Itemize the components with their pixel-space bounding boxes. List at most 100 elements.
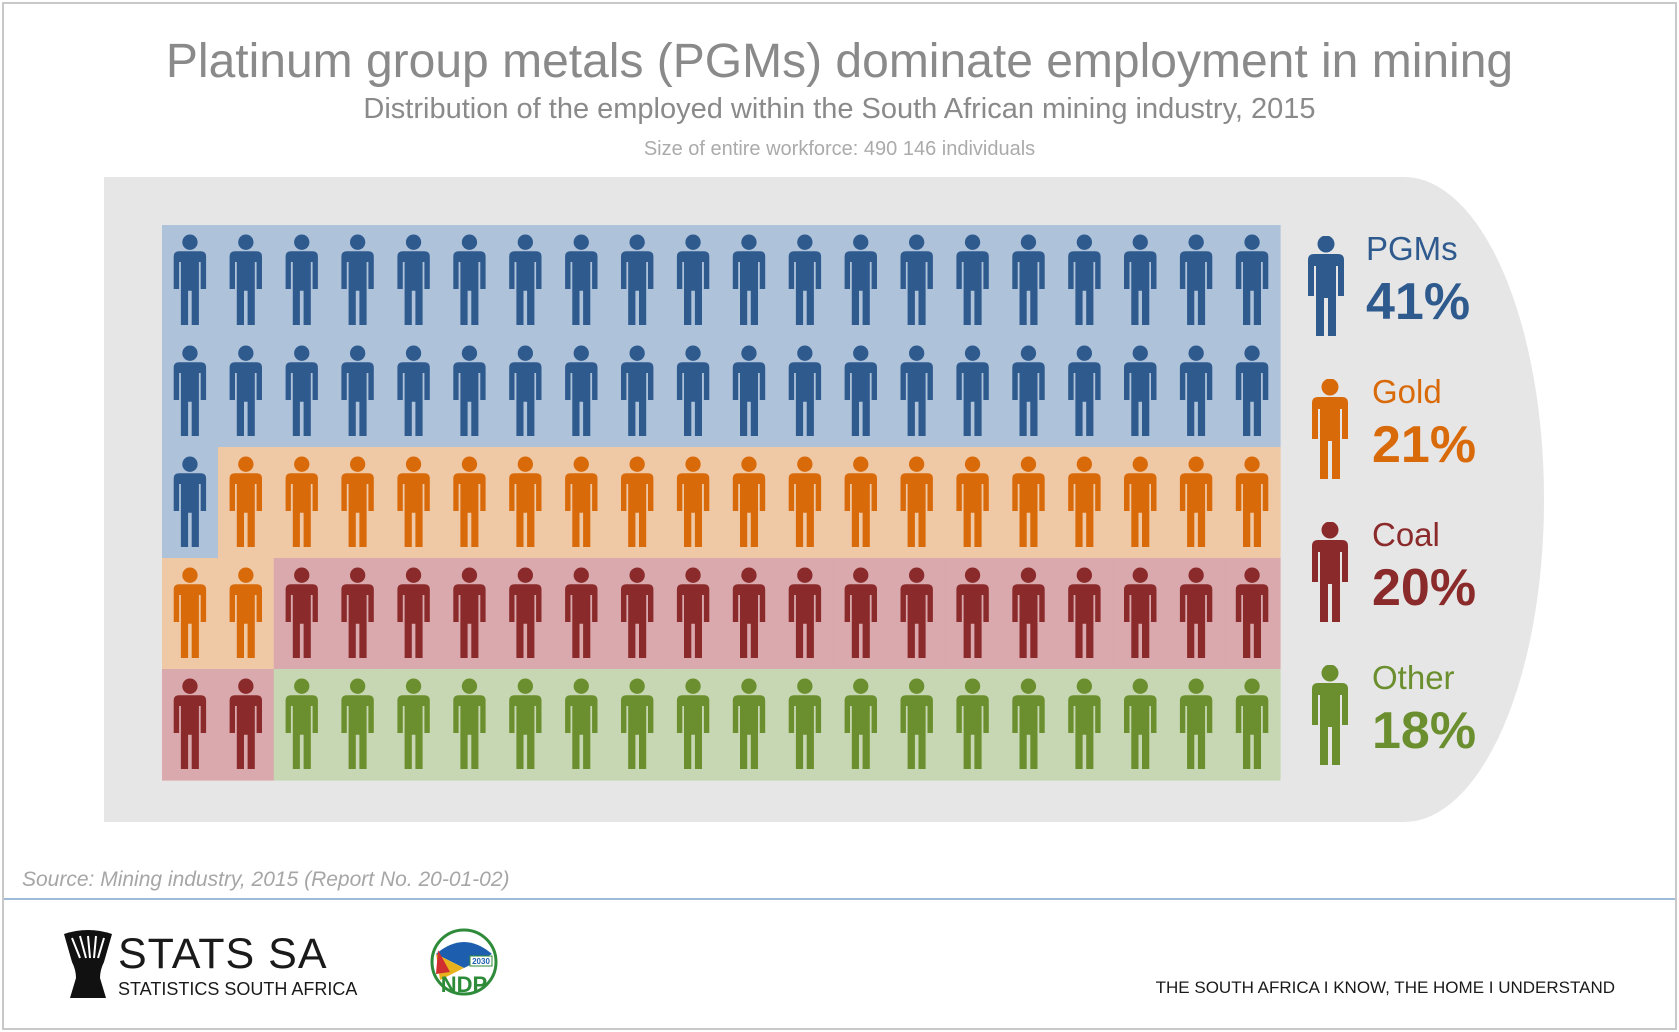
person-icon-coal — [956, 567, 989, 658]
ndp-text: NDP — [441, 972, 487, 997]
person-icon-pgms — [676, 345, 710, 436]
person-icon-other — [900, 678, 933, 769]
person-icon-gold — [1124, 456, 1157, 547]
person-icon-other — [285, 678, 318, 769]
ndp-year: 2030 — [472, 957, 490, 966]
person-icon-coal — [732, 567, 766, 658]
person-icon-gold — [397, 456, 430, 547]
person-icon-coal — [173, 678, 207, 769]
person-icon-gold — [565, 456, 598, 547]
person-icon-coal — [844, 567, 877, 658]
person-icon-coal — [676, 567, 710, 658]
person-icon-pgms — [229, 345, 262, 436]
person-icon-pgms — [1068, 234, 1101, 325]
person-icon-gold — [229, 567, 262, 658]
person-icon-pgms — [844, 234, 877, 325]
person-icon-pgms — [1179, 234, 1213, 325]
person-icon-other — [732, 678, 766, 769]
person-icon-other — [397, 678, 430, 769]
person-icon-pgms — [956, 234, 989, 325]
legend-person-icon-pgms — [1308, 236, 1344, 336]
person-icon-coal — [621, 567, 654, 658]
person-icon-gold — [788, 456, 822, 547]
person-icon-pgms — [1179, 345, 1213, 436]
legend-person-icon-coal — [1312, 522, 1348, 622]
legend-person-coal — [1312, 522, 1348, 622]
person-icon-pgms — [1012, 234, 1045, 325]
person-icon-coal — [565, 567, 598, 658]
person-icon-gold — [1179, 456, 1213, 547]
ndp-2030-logo: 2030 NDP — [430, 928, 498, 997]
person-icon-other — [1012, 678, 1045, 769]
workforce-size-note: Size of entire workforce: 490 146 indivi… — [643, 138, 1036, 160]
person-icon-pgms — [1235, 345, 1269, 436]
person-icon-pgms — [1235, 234, 1269, 325]
person-icon-pgms — [173, 234, 207, 325]
person-icon-gold — [732, 456, 766, 547]
legend-person-gold — [1312, 379, 1348, 479]
person-icon-gold — [285, 456, 318, 547]
person-icon-gold — [229, 456, 262, 547]
person-icon-other — [565, 678, 598, 769]
stats-sa-name: STATS SA — [118, 930, 328, 978]
person-icon-coal — [1068, 567, 1101, 658]
person-icon-pgms — [397, 234, 430, 325]
person-icon-pgms — [1012, 345, 1045, 436]
person-icon-pgms — [173, 345, 207, 436]
tagline: THE SOUTH AFRICA I KNOW, THE HOME I UNDE… — [1155, 978, 1615, 997]
person-icon-other — [1124, 678, 1157, 769]
legend-value-coal: 20% — [1372, 559, 1477, 617]
person-icon-other — [1179, 678, 1213, 769]
chart-subtitle: Distribution of the employed within the … — [363, 93, 1316, 125]
legend-label-coal: Coal — [1372, 516, 1440, 553]
person-icon-coal — [229, 678, 262, 769]
legend-person-other — [1312, 665, 1348, 765]
person-icon-gold — [844, 456, 877, 547]
legend-value-other: 18% — [1372, 702, 1477, 760]
person-icon-pgms — [844, 345, 877, 436]
person-icon-pgms — [1124, 234, 1157, 325]
person-icon-other — [676, 678, 710, 769]
person-icon-pgms — [229, 234, 262, 325]
chart-title: Platinum group metals (PGMs) dominate em… — [165, 35, 1514, 88]
person-icon-coal — [1012, 567, 1045, 658]
person-icon-other — [956, 678, 989, 769]
legend-person-pgms — [1308, 236, 1344, 336]
person-icon-gold — [676, 456, 710, 547]
person-icon-pgms — [565, 345, 598, 436]
person-icon-pgms — [956, 345, 989, 436]
person-icon-gold — [341, 456, 374, 547]
person-icon-gold — [956, 456, 989, 547]
person-icon-pgms — [453, 345, 486, 436]
person-icon-coal — [453, 567, 486, 658]
source-note: Source: Mining industry, 2015 (Report No… — [22, 868, 510, 891]
person-icon-gold — [173, 567, 207, 658]
person-icon-gold — [1068, 456, 1101, 547]
person-icon-pgms — [285, 345, 318, 436]
person-icon-pgms — [788, 234, 822, 325]
person-icon-pgms — [900, 234, 933, 325]
person-icon-coal — [509, 567, 542, 658]
footer-divider — [4, 898, 1675, 900]
person-icon-other — [1068, 678, 1101, 769]
person-icon-other — [621, 678, 654, 769]
person-icon-other — [509, 678, 542, 769]
stats-sa-subtitle: STATISTICS SOUTH AFRICA — [118, 979, 358, 999]
person-icon-other — [844, 678, 877, 769]
person-icon-other — [788, 678, 822, 769]
person-icon-gold — [453, 456, 486, 547]
person-icon-pgms — [1068, 345, 1101, 436]
legend-label-pgms: PGMs — [1366, 230, 1458, 267]
legend-person-icon-gold — [1312, 379, 1348, 479]
person-icon-pgms — [1124, 345, 1157, 436]
person-icon-other — [453, 678, 486, 769]
person-icon-pgms — [621, 234, 654, 325]
person-icon-pgms — [732, 345, 766, 436]
person-icon-coal — [397, 567, 430, 658]
person-icon-pgms — [173, 456, 207, 547]
person-icon-gold — [509, 456, 542, 547]
person-icon-pgms — [509, 234, 542, 325]
person-icon-coal — [341, 567, 374, 658]
person-icon-pgms — [509, 345, 542, 436]
